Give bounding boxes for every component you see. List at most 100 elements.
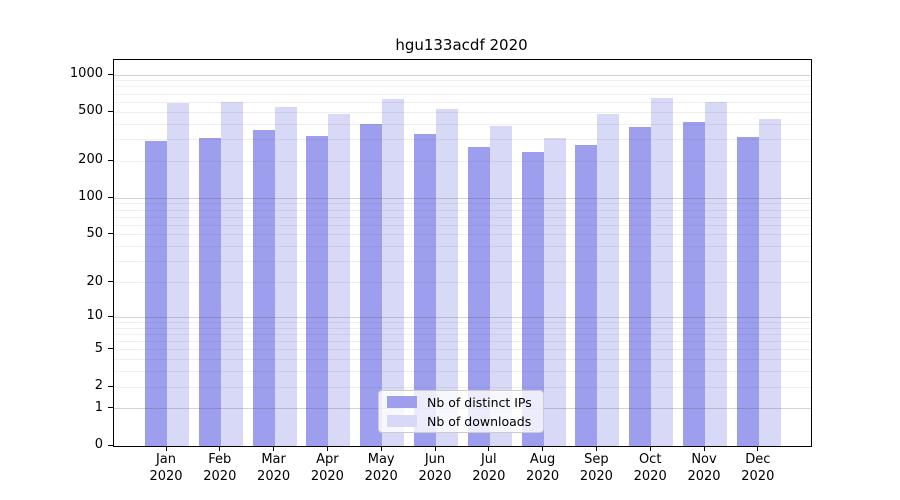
major-gridline [114, 316, 811, 318]
minor-gridline [114, 224, 811, 226]
bar-nb-of-downloads-feb [220, 102, 243, 446]
minor-gridline [114, 371, 811, 373]
bar-nb-of-downloads-sep [597, 113, 620, 446]
y-tick-label: 1 [94, 399, 103, 415]
y-tick-label: 20 [86, 273, 103, 289]
x-tick-label: Mar 2020 [257, 452, 291, 484]
x-tick-mark [434, 446, 436, 451]
minor-gridline [114, 139, 811, 141]
legend: Nb of distinct IPs Nb of downloads [378, 390, 544, 433]
bar-nb-of-distinct-ips-mar [252, 129, 275, 446]
bar-nb-of-downloads-nov [705, 102, 727, 446]
y-tick-label: 0 [94, 437, 103, 452]
y-tick-label: 100 [78, 189, 103, 205]
bar-nb-of-downloads-jan [167, 103, 189, 446]
minor-gridline [114, 234, 811, 236]
y-tick-mark [108, 110, 113, 112]
y-tick-label: 5 [94, 340, 103, 356]
x-tick-label: May 2020 [364, 452, 398, 484]
minor-gridline [114, 160, 811, 162]
bar-nb-of-downloads-jun [436, 108, 458, 446]
bar-nb-of-distinct-ips-nov [683, 121, 705, 446]
legend-swatch-downloads [387, 415, 417, 427]
bar-nb-of-distinct-ips-jan [145, 141, 167, 446]
x-tick-mark [380, 446, 382, 451]
x-tick-label: Dec 2020 [741, 452, 775, 484]
y-tick-mark [108, 196, 113, 198]
y-tick-mark [108, 73, 113, 75]
legend-swatch-distinct-ips [387, 396, 417, 408]
x-tick-mark [542, 446, 544, 451]
bar-nb-of-downloads-aug [543, 137, 566, 446]
bar-nb-of-distinct-ips-aug [521, 151, 544, 446]
bar-nb-of-distinct-ips-dec [736, 136, 759, 446]
bar-nb-of-downloads-may [382, 98, 405, 446]
x-tick-mark [326, 446, 328, 451]
legend-row-downloads: Nb of downloads [379, 413, 543, 429]
minor-gridline [114, 261, 811, 263]
minor-gridline [114, 359, 811, 361]
y-tick-mark [108, 444, 113, 446]
x-tick-mark [649, 446, 651, 451]
y-tick-label: 50 [86, 225, 103, 241]
x-tick-label: Feb 2020 [203, 452, 237, 484]
major-gridline [114, 197, 811, 199]
y-tick-mark [108, 281, 113, 282]
bar-nb-of-downloads-jul [489, 126, 512, 446]
bar-nb-of-downloads-oct [651, 97, 674, 446]
y-tick-mark [108, 385, 113, 387]
bar-nb-of-downloads-apr [328, 113, 351, 446]
minor-gridline [114, 86, 811, 88]
x-tick-label: Oct 2020 [633, 452, 667, 484]
minor-gridline [114, 101, 811, 103]
minor-gridline [114, 203, 811, 205]
minor-gridline [114, 111, 811, 113]
chart-title: hgu133acdf 2020 [395, 36, 528, 54]
x-tick-mark [165, 446, 167, 451]
bars-layer [114, 60, 811, 446]
minor-gridline [114, 349, 811, 351]
x-tick-label: Nov 2020 [687, 452, 721, 484]
minor-gridline [114, 209, 811, 211]
y-tick-label: 2 [94, 378, 103, 393]
minor-gridline [114, 216, 811, 218]
bar-nb-of-distinct-ips-feb [198, 137, 221, 446]
minor-gridline [114, 327, 811, 329]
bar-nb-of-distinct-ips-jul [467, 147, 490, 446]
minor-gridline [114, 341, 811, 343]
x-tick-mark [219, 446, 221, 451]
y-tick-label: 200 [78, 152, 103, 168]
y-tick-mark [108, 159, 113, 161]
plot-area: Nb of distinct IPs Nb of downloads [113, 59, 812, 447]
x-tick-label: Jan 2020 [149, 452, 183, 484]
legend-row-distinct-ips: Nb of distinct IPs [379, 394, 543, 410]
y-tick-mark [108, 233, 113, 235]
major-gridline [114, 74, 811, 76]
x-tick-label: Apr 2020 [310, 452, 344, 484]
x-tick-mark [703, 446, 705, 451]
bar-nb-of-downloads-dec [758, 119, 781, 446]
x-tick-label: Jun 2020 [418, 452, 452, 484]
minor-gridline [114, 123, 811, 125]
bar-nb-of-distinct-ips-apr [306, 136, 329, 446]
x-tick-label: Jul 2020 [472, 452, 506, 484]
minor-gridline [114, 80, 811, 82]
x-tick-mark [595, 446, 597, 451]
y-tick-mark [108, 348, 113, 350]
x-tick-mark [488, 446, 490, 451]
y-tick-mark [108, 315, 113, 317]
minor-gridline [114, 321, 811, 323]
y-tick-label: 10 [86, 308, 103, 324]
bar-nb-of-distinct-ips-oct [629, 126, 652, 446]
legend-label-distinct-ips: Nb of distinct IPs [427, 394, 532, 410]
minor-gridline [114, 282, 811, 284]
minor-gridline [114, 386, 811, 388]
bar-nb-of-distinct-ips-sep [575, 145, 598, 446]
y-tick-label: 1000 [69, 66, 103, 81]
x-tick-mark [273, 446, 275, 451]
x-tick-label: Sep 2020 [579, 452, 613, 484]
x-tick-mark [757, 446, 759, 451]
minor-gridline [114, 93, 811, 95]
bar-nb-of-downloads-mar [274, 107, 297, 446]
